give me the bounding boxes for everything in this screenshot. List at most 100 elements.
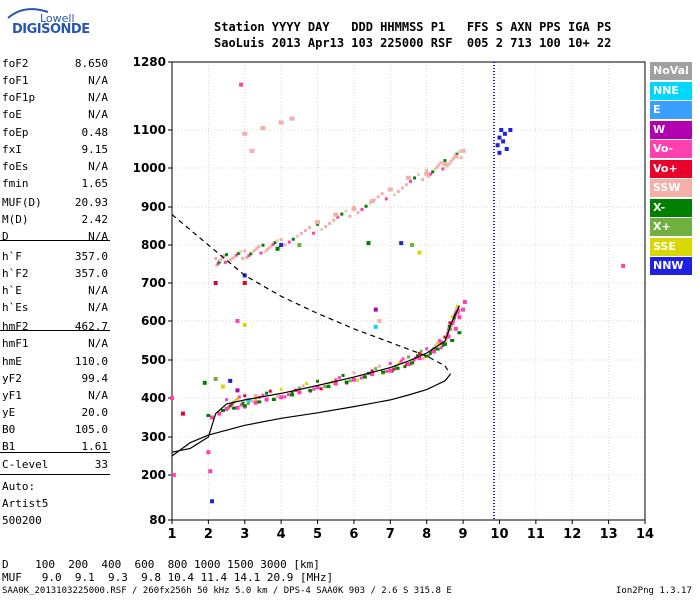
legend-item: SSW (650, 179, 692, 197)
auto-code: 500200 (2, 514, 42, 527)
ssw-echo (260, 126, 266, 131)
param-value: 99.4 (81, 372, 109, 385)
param-name: yE (2, 406, 16, 419)
profile-curve (171, 374, 451, 457)
y-tick-label: 800 (141, 238, 166, 252)
o-trace-echo (319, 387, 323, 391)
oblique-echo (291, 237, 295, 241)
scattered-echo (242, 281, 247, 285)
o-trace-echo (237, 395, 241, 399)
oblique-echo (360, 207, 364, 211)
o-trace-echo (447, 324, 451, 328)
o-trace-echo (276, 395, 280, 399)
param-name: MUF(D) (2, 196, 42, 209)
o-trace-echo (401, 357, 405, 361)
legend-item: NNW (650, 257, 692, 275)
param-name: foEp (2, 126, 29, 139)
oblique-echo (437, 163, 441, 167)
o-echo (264, 397, 269, 402)
o-trace-echo (434, 344, 438, 348)
oblique-echo (356, 211, 360, 214)
x-echo (271, 398, 276, 402)
oblique-echo (417, 173, 421, 177)
param-row: h`Es N/A (2, 301, 108, 315)
x-tick-label: 1 (167, 527, 176, 542)
y-tick-label: 1100 (133, 123, 166, 137)
oblique-echo (441, 167, 445, 171)
oblique-echo (311, 231, 315, 235)
o-trace-echo (403, 365, 407, 369)
param-row: D N/A (2, 230, 108, 244)
o-trace-echo (341, 373, 345, 377)
oblique-echo (376, 195, 380, 199)
o-echo (315, 385, 320, 390)
oblique-echo (239, 250, 243, 254)
o-trace-echo (356, 378, 360, 382)
o-trace-echo (381, 372, 385, 376)
x-tick-label: 3 (240, 527, 249, 542)
oblique-echo (217, 260, 221, 264)
param-name: h`Es (2, 301, 29, 314)
o-trace-echo (246, 401, 250, 405)
o-echo (406, 362, 411, 367)
y-tick-label: 600 (141, 314, 166, 328)
oblique-echo (225, 253, 229, 257)
scattered-echo (239, 82, 244, 87)
footer-info: SAA0K_2013103225000.RSF / 260fx256h 50 k… (2, 586, 452, 596)
x-echo (220, 408, 225, 412)
oblique-echo (392, 193, 396, 197)
o-trace-echo (444, 338, 448, 342)
o-echo (388, 368, 393, 373)
y-tick-label: 900 (141, 200, 166, 214)
o-echo (224, 406, 229, 411)
scattered-echo (253, 394, 258, 399)
o-trace-echo (436, 341, 440, 345)
o-trace-echo (286, 393, 290, 397)
o-echo (462, 300, 467, 304)
o-trace-echo (392, 367, 396, 371)
o-trace-echo (416, 354, 420, 358)
param-row: yE 20.0 (2, 406, 108, 420)
scattered-echo (180, 411, 185, 416)
x-tick-label: 11 (527, 527, 545, 542)
param-value: 20.93 (74, 196, 108, 209)
oblique-echo (237, 251, 241, 255)
o-trace-echo (455, 307, 459, 311)
param-row: B0 105.0 (2, 423, 108, 437)
oblique-echo (427, 174, 431, 178)
y-tick-label: 700 (141, 276, 166, 290)
oblique-echo (253, 248, 257, 252)
param-row: fxI 9.15 (2, 143, 108, 157)
ionogram-chart: 1 2 3 4 5 6 7 8 9 10 11 12 13 14802003004005006007008… (133, 55, 654, 542)
param-value: 110.0 (74, 355, 108, 368)
o-trace-echo (397, 361, 401, 365)
o-trace-echo (337, 376, 341, 380)
oblique-echo (233, 255, 237, 259)
oblique-echo (431, 170, 435, 174)
o-trace-echo (412, 358, 416, 362)
oblique-echo (269, 244, 273, 248)
scattered-echo (213, 377, 218, 381)
ssw-echo (460, 148, 466, 153)
x-tick-label: 8 (422, 527, 431, 542)
o-trace-echo (449, 327, 453, 331)
param-name: D (2, 230, 9, 243)
param-value: N/A (88, 337, 108, 350)
param-name: hmE (2, 355, 22, 368)
param-name: C-level (2, 458, 49, 471)
oblique-echo (364, 204, 368, 208)
o-echo (457, 315, 462, 320)
x-tick-label: 6 (349, 527, 358, 542)
o-echo (206, 450, 211, 455)
ordinary-trace-curve (171, 305, 460, 453)
o-echo (253, 400, 258, 405)
x-echo (435, 347, 440, 351)
y-tick-label: 1000 (133, 161, 166, 175)
x-echo (290, 393, 295, 397)
param-row: fmin 1.65 (2, 177, 108, 191)
ssw-echo (442, 162, 448, 167)
param-name: B0 (2, 423, 16, 436)
o-trace-echo (448, 321, 452, 325)
param-name: yF2 (2, 372, 22, 385)
separator (0, 330, 110, 331)
